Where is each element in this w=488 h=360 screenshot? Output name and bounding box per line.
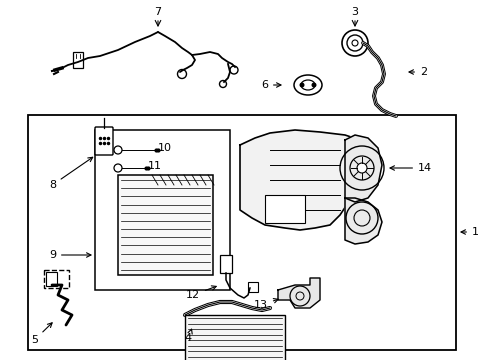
Text: 9: 9 [49,250,91,260]
Text: 10: 10 [158,143,172,153]
Polygon shape [278,278,319,308]
Text: 6: 6 [261,80,281,90]
Circle shape [356,163,366,173]
FancyBboxPatch shape [95,127,113,155]
Text: 7: 7 [154,7,161,17]
Text: 8: 8 [49,157,93,190]
Polygon shape [240,130,364,230]
Text: 5: 5 [31,323,52,345]
Text: 11: 11 [148,161,162,171]
Bar [220,255,231,273]
Text: 12: 12 [185,286,216,300]
Bar [44,270,69,288]
Text: 2: 2 [408,67,426,77]
Bar [95,130,229,290]
Polygon shape [345,135,381,202]
Bar [264,195,305,223]
Text: 4: 4 [184,329,192,343]
Circle shape [299,82,304,87]
Polygon shape [345,198,381,244]
Bar [184,315,285,360]
Bar [46,272,57,286]
Text: 14: 14 [389,163,431,173]
Text: 13: 13 [253,298,278,310]
Circle shape [311,82,316,87]
Bar [73,52,83,68]
Bar [247,282,258,292]
Bar [118,175,213,275]
Bar [28,115,455,350]
Text: 1: 1 [460,227,478,237]
Text: 3: 3 [351,7,358,17]
